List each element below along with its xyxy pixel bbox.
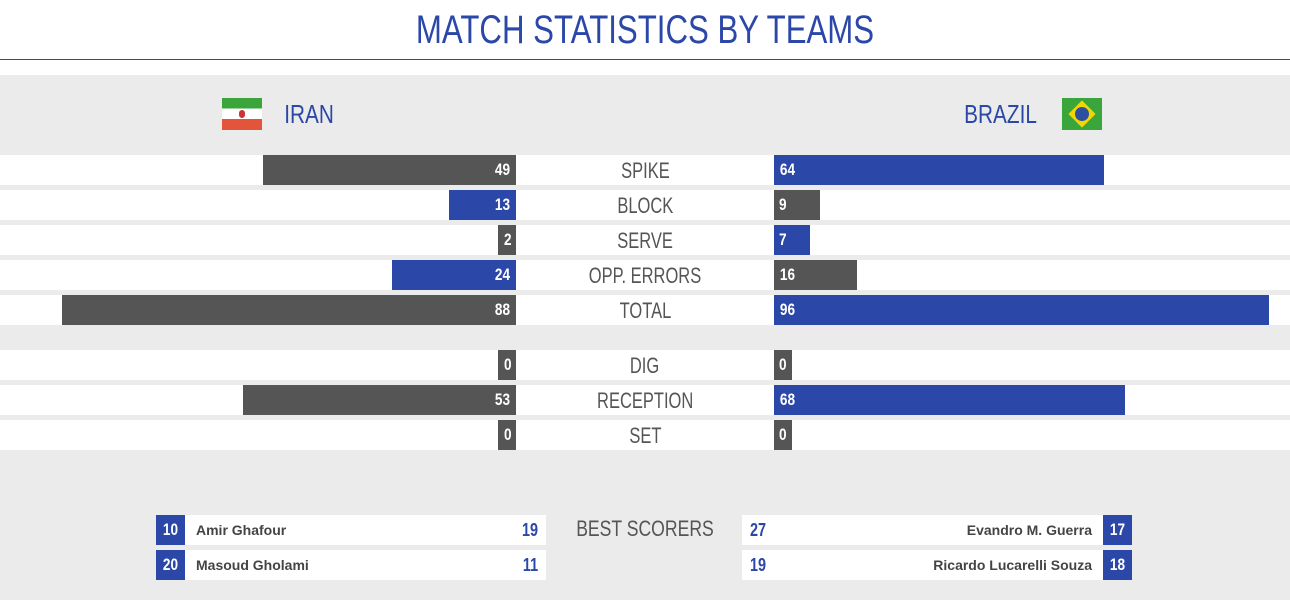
player-name: Ricardo Lucarelli Souza xyxy=(933,557,1092,573)
scorer-row: 27 Evandro M. Guerra 17 xyxy=(742,515,1132,545)
left-bar: 88 xyxy=(62,295,516,325)
stat-label: SERVE xyxy=(617,228,673,253)
stat-row: 0 SET 0 xyxy=(0,420,1290,450)
right-bar: 7 xyxy=(774,225,811,255)
right-bar: 96 xyxy=(774,295,1269,325)
player-name: Amir Ghafour xyxy=(196,522,287,538)
left-bar: 0 xyxy=(498,420,516,450)
stat-row: 88 TOTAL 96 xyxy=(0,295,1290,325)
left-bar: 24 xyxy=(392,260,516,290)
stat-row: 49 SPIKE 64 xyxy=(0,155,1290,185)
left-bar: 2 xyxy=(498,225,516,255)
team-name: BRAZIL xyxy=(964,98,1037,129)
jersey-number: 18 xyxy=(1103,550,1132,580)
stat-label: SET xyxy=(628,423,662,448)
stat-label: DIG xyxy=(630,353,660,378)
right-bar: 0 xyxy=(774,420,792,450)
stat-label: OPP. ERRORS xyxy=(588,263,702,288)
right-bar: 64 xyxy=(774,155,1104,185)
stat-label: SPIKE xyxy=(620,158,670,183)
iran-flag-icon xyxy=(222,98,262,130)
stat-row: 53 RECEPTION 68 xyxy=(0,385,1290,415)
stat-label: TOTAL xyxy=(619,298,671,323)
player-points: 11 xyxy=(522,555,539,575)
stat-label: RECEPTION xyxy=(596,388,694,413)
player-points: 19 xyxy=(521,520,538,540)
stat-row: 13 BLOCK 9 xyxy=(0,190,1290,220)
right-bar: 9 xyxy=(774,190,821,220)
jersey-number: 17 xyxy=(1103,515,1132,545)
jersey-number: 20 xyxy=(156,550,185,580)
left-bar: 53 xyxy=(242,385,516,415)
right-bar: 16 xyxy=(774,260,857,290)
page-title: MATCH STATISTICS BY TEAMS xyxy=(415,8,875,52)
scorer-row: 10 Amir Ghafour 19 xyxy=(156,515,546,545)
left-bar: 49 xyxy=(263,155,516,185)
stat-label: BLOCK xyxy=(617,193,673,218)
player-name: Evandro M. Guerra xyxy=(966,522,1092,538)
player-points: 19 xyxy=(750,555,767,575)
left-bar: 13 xyxy=(448,190,516,220)
player-name: Masoud Gholami xyxy=(196,557,309,573)
right-bar: 0 xyxy=(774,350,792,380)
left-bar: 0 xyxy=(498,350,516,380)
team-right: BRAZIL xyxy=(955,98,1103,130)
scorer-row: 20 Masoud Gholami 11 xyxy=(156,550,546,580)
brazil-flag-icon xyxy=(1062,98,1103,130)
right-bar: 68 xyxy=(774,385,1125,415)
best-scorers-label: BEST SCORERS xyxy=(576,516,714,541)
stat-row: 2 SERVE 7 xyxy=(0,225,1290,255)
stat-row: 24 OPP. ERRORS 16 xyxy=(0,260,1290,290)
jersey-number: 10 xyxy=(156,515,185,545)
stat-row: 0 DIG 0 xyxy=(0,350,1290,380)
divider xyxy=(0,59,1290,60)
team-left: IRAN xyxy=(222,98,340,130)
scorer-row: 19 Ricardo Lucarelli Souza 18 xyxy=(742,550,1132,580)
team-name: IRAN xyxy=(284,98,334,129)
player-points: 27 xyxy=(750,520,767,540)
